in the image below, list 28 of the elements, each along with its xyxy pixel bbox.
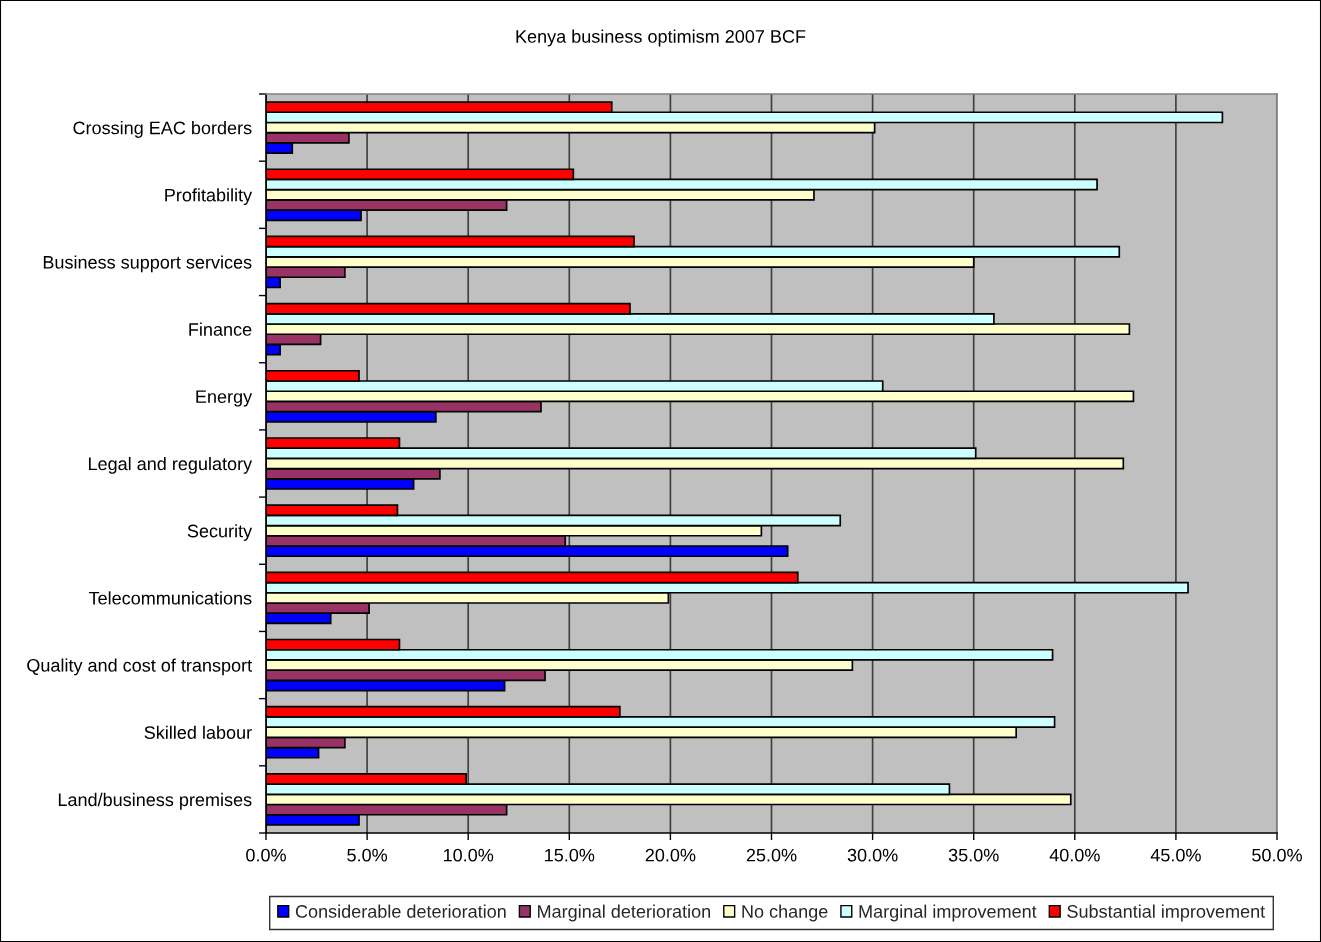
x-tick-label: 30.0% xyxy=(847,848,898,862)
x-tick-label: 25.0% xyxy=(746,848,797,862)
x-tick-label: 50.0% xyxy=(1252,848,1302,862)
y-tick-label: Telecommunications xyxy=(88,591,252,605)
legend-label: Marginal improvement xyxy=(859,904,1037,922)
y-tick-label: Skilled labour xyxy=(144,725,252,739)
y-tick-label: Business support services xyxy=(43,255,252,273)
legend-label: Marginal deterioration xyxy=(538,904,711,922)
y-tick-label: Quality and cost of transport xyxy=(27,658,252,676)
y-tick-label: Security xyxy=(187,524,253,541)
legend-label: No change xyxy=(742,904,828,922)
legend-label: Considerable deterioration xyxy=(295,904,506,918)
y-tick-label: Crossing EAC borders xyxy=(73,121,252,138)
y-tick-label: Legal and regulatory xyxy=(88,456,253,474)
y-tick-label: Finance xyxy=(189,322,252,336)
x-tick-label: 45.0% xyxy=(1150,848,1201,862)
y-tick-label: Energy xyxy=(196,390,253,407)
y-tick-label: Land/business premises xyxy=(58,792,252,810)
x-tick-label: 5.0% xyxy=(347,848,388,862)
legend-label: Substantial improvement xyxy=(1067,904,1266,922)
chart-title: Kenya business optimism 2007 BCF xyxy=(516,29,806,47)
x-tick-label: 40.0% xyxy=(1049,848,1100,862)
x-tick-label: 15.0% xyxy=(545,848,595,862)
x-tick-label: 10.0% xyxy=(443,848,494,862)
y-tick-label: Profitability xyxy=(165,188,253,206)
x-tick-label: 0.0% xyxy=(246,848,286,862)
x-tick-label: 20.0% xyxy=(645,848,696,862)
x-tick-label: 35.0% xyxy=(948,848,999,862)
